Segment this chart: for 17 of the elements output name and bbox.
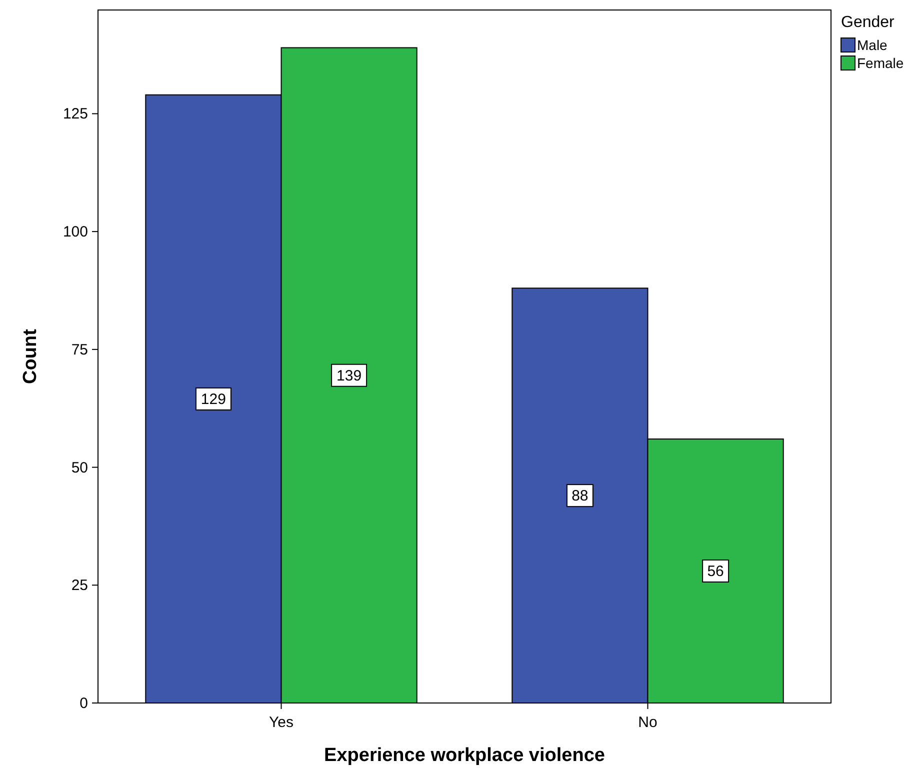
y-tick-label: 50 (71, 459, 88, 476)
data-label: 88 (572, 488, 588, 505)
legend-label: Female (857, 55, 904, 71)
data-label: 56 (707, 563, 724, 580)
y-tick-label: 100 (62, 224, 88, 241)
x-axis-title: Experience workplace violence (324, 745, 605, 766)
data-label: 139 (336, 367, 362, 384)
y-tick-label: 0 (80, 695, 88, 712)
legend-label: Male (857, 37, 888, 53)
y-tick-label: 25 (71, 577, 88, 594)
x-tick-label: Yes (269, 714, 294, 731)
y-tick-label: 75 (71, 341, 88, 358)
legend-title: Gender (841, 14, 896, 31)
y-tick-label: 125 (62, 106, 88, 123)
y-axis-title: Count (20, 328, 41, 384)
x-tick-label: No (638, 714, 658, 731)
data-label: 129 (200, 390, 226, 408)
